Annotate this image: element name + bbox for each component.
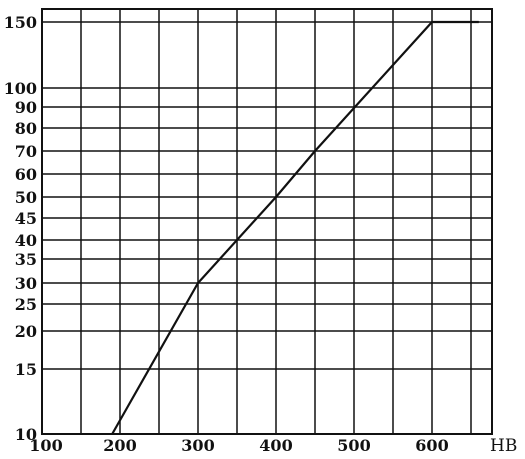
y-tick-label: 150 (4, 13, 37, 32)
y-tick-label: 80 (15, 119, 37, 138)
y-tick-label: 100 (4, 79, 37, 98)
y-tick-label: 25 (15, 295, 37, 314)
y-tick-label: 35 (15, 250, 37, 269)
series-line-0 (111, 20, 479, 435)
y-tick-label: 20 (15, 322, 37, 341)
x-tick-label: 200 (103, 436, 136, 455)
y-tick-label: 90 (15, 98, 37, 117)
y-tick-label: 10 (15, 425, 37, 444)
x-tick-label: 300 (181, 436, 214, 455)
x-tick-label: 400 (259, 436, 292, 455)
y-tick-label: 40 (15, 231, 37, 250)
y-tick-label: 70 (15, 142, 37, 161)
y-tick-label: 30 (15, 274, 37, 293)
y-tick-label: 45 (15, 209, 37, 228)
x-tick-label: 600 (415, 436, 448, 455)
x-axis-label: HB (490, 436, 517, 456)
y-tick-label: 50 (15, 188, 37, 207)
y-tick-label: 15 (15, 360, 37, 379)
x-tick-label: 100 (29, 436, 62, 455)
y-tick-label: 60 (15, 165, 37, 184)
plot-frame (41, 8, 493, 435)
x-tick-label: 500 (337, 436, 370, 455)
